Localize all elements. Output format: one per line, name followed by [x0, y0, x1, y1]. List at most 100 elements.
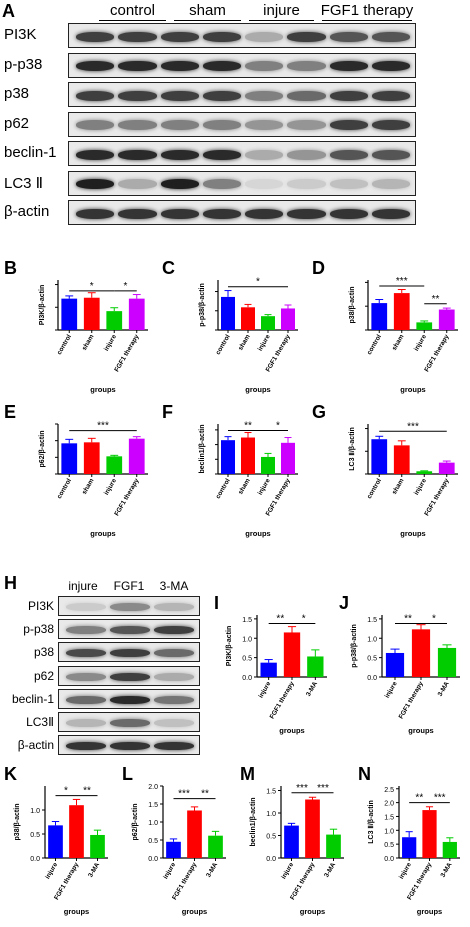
y-tick-label: 1.5	[148, 802, 158, 809]
group-underline	[322, 20, 412, 21]
protein-label: p-p38	[4, 55, 43, 73]
x-tick-label: FGF1 therapy	[423, 477, 450, 517]
x-tick-label: sham	[391, 477, 406, 495]
protein-label: beclin-1	[11, 691, 54, 706]
band	[66, 626, 106, 635]
x-axis-label: groups	[279, 726, 304, 735]
protein-label: β-actin	[17, 738, 54, 753]
blot-strip	[68, 141, 416, 166]
bar	[61, 298, 78, 330]
protein-label: LC3 Ⅱ	[4, 174, 44, 192]
x-tick-label: control	[56, 333, 73, 356]
y-tick-label: 2.0	[148, 784, 158, 791]
panel-letter: F	[162, 402, 173, 422]
band	[76, 90, 115, 101]
protein-label: PI3K	[4, 26, 37, 43]
x-tick-label: injure	[413, 477, 428, 496]
x-tick-label: control	[215, 477, 232, 500]
y-axis-label: LC3 Ⅱ/β-actin	[367, 800, 375, 844]
significance-label: *	[256, 277, 260, 288]
y-tick-label: 0.5	[242, 656, 252, 663]
bar	[241, 307, 255, 330]
panel-letter: C	[162, 258, 175, 278]
y-axis-label: p38/β-actin	[14, 804, 21, 841]
panel-letter: L	[122, 764, 133, 784]
band	[118, 208, 157, 219]
band	[160, 61, 199, 71]
x-tick-label: FGF1 therapy	[269, 680, 296, 720]
x-tick-label: 3-MA	[87, 861, 101, 879]
band	[329, 208, 368, 219]
band	[66, 742, 106, 751]
bar	[90, 834, 105, 858]
significance-label: *	[276, 420, 280, 431]
bar	[208, 835, 223, 858]
blot-strip	[68, 23, 416, 48]
y-tick-label: 0.0	[266, 856, 276, 863]
band	[76, 149, 115, 160]
blot-strip	[58, 619, 200, 640]
bar	[221, 296, 235, 330]
x-tick-label: 3-MA	[437, 680, 451, 698]
panel-letter: E	[4, 402, 17, 422]
band	[160, 120, 199, 130]
band	[329, 61, 368, 71]
band	[118, 149, 157, 160]
bar	[307, 656, 324, 677]
y-axis-label: beclin1/β-actin	[250, 797, 257, 846]
group-label: FGF1	[113, 579, 145, 593]
y-tick-label: 1.0	[384, 828, 394, 835]
bar	[128, 438, 145, 474]
bar	[106, 456, 123, 474]
bar	[128, 298, 145, 330]
band	[118, 61, 157, 71]
panel-letter: M	[240, 764, 255, 784]
y-tick-label: 0.5	[266, 834, 276, 841]
significance-label: **	[244, 420, 252, 431]
x-tick-label: sham	[237, 477, 252, 495]
band	[160, 208, 199, 219]
bar	[166, 841, 181, 858]
band	[154, 695, 194, 704]
bar	[283, 632, 301, 677]
panel-h-letter: H	[4, 573, 17, 593]
band	[154, 626, 194, 635]
significance-label: *	[90, 281, 94, 292]
y-tick-label: 1.0	[367, 636, 377, 643]
band	[154, 742, 194, 751]
band	[245, 61, 284, 71]
panel-letter: K	[4, 764, 17, 784]
band	[160, 179, 199, 189]
x-tick-label: injure	[384, 680, 399, 699]
x-axis-label: groups	[400, 529, 425, 538]
x-tick-label: sham	[81, 333, 96, 351]
band	[76, 120, 115, 130]
band	[329, 90, 368, 101]
band	[287, 149, 326, 160]
band	[66, 695, 106, 704]
y-tick-label: 0.0	[148, 856, 158, 863]
significance-label: ***	[317, 783, 329, 794]
band	[66, 603, 106, 611]
protein-label: β-actin	[4, 203, 50, 220]
x-tick-label: sham	[237, 333, 252, 351]
y-tick-label: 0.0	[242, 675, 252, 682]
protein-label: p38	[33, 645, 54, 660]
y-axis-label: PI3K/β-actin	[39, 285, 46, 325]
x-tick-label: injure	[44, 861, 59, 880]
band	[110, 649, 150, 658]
y-axis-label: PI3K/β-actin	[226, 626, 233, 666]
y-axis-label: p38/β-actin	[349, 287, 356, 324]
significance-label: **	[415, 793, 423, 804]
band	[371, 61, 410, 71]
bar	[416, 322, 433, 330]
y-tick-label: 1.5	[384, 814, 394, 821]
y-tick-label: 1.0	[30, 808, 40, 815]
band	[118, 90, 157, 101]
panel-a-letter: A	[2, 1, 15, 21]
band	[66, 719, 106, 727]
band	[287, 120, 326, 130]
